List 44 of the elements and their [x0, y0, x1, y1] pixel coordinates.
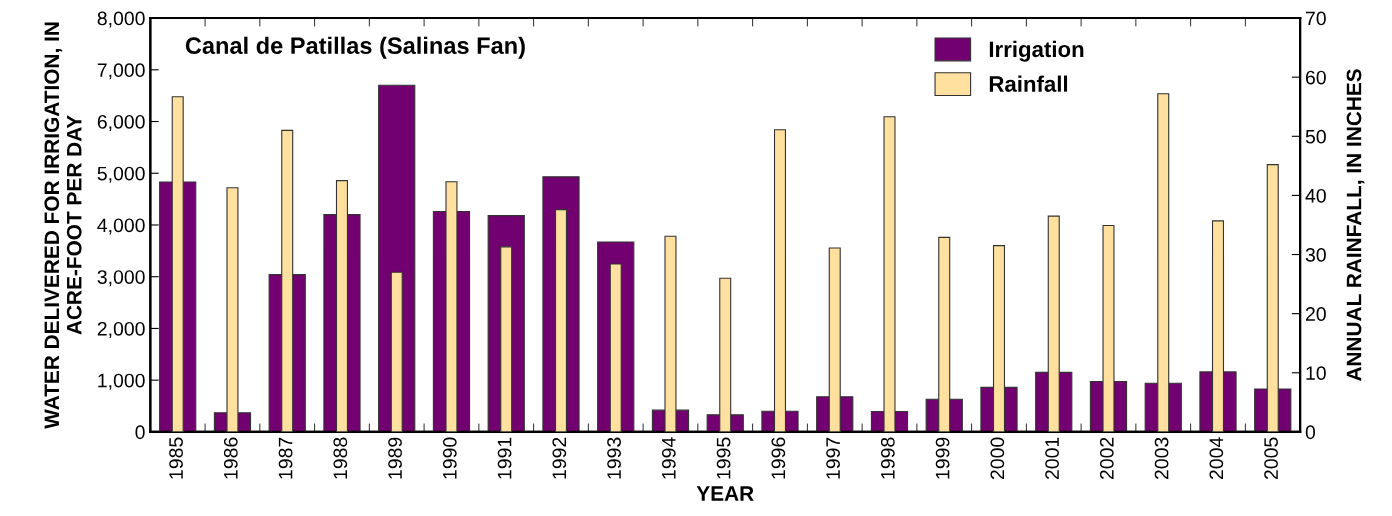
legend-label: Rainfall — [989, 75, 1068, 92]
x-axis-title: YEAR — [696, 486, 754, 501]
y-tick-label: 5,000 — [97, 166, 145, 183]
x-tick-label: 1992 — [552, 437, 567, 479]
x-tick-label: 2002 — [1099, 437, 1114, 480]
x-tick-label: 1989 — [388, 437, 402, 479]
x-tick-label: 1990 — [442, 437, 457, 479]
y2-tick-label: 60 — [1305, 70, 1326, 85]
x-tick-label: 1998 — [880, 437, 895, 479]
x-tick-label: 2005 — [1264, 437, 1278, 480]
y-tick-label: 2,000 — [97, 321, 145, 338]
x-tick-label: 1986 — [223, 437, 238, 479]
text: Canal de Patillas (Salinas Fan) — [185, 36, 525, 59]
x-tick-label: 1987 — [278, 437, 293, 479]
x-tick-label: 2004 — [1209, 437, 1224, 480]
y2-tick-label: 20 — [1305, 307, 1326, 321]
x-tick-label: 1996 — [771, 437, 786, 479]
y2-tick-label: 30 — [1305, 248, 1326, 262]
legend-label: Irrigation — [989, 40, 1084, 62]
x-tick-label: 2000 — [990, 437, 1005, 480]
y2-tick-label: 70 — [1305, 11, 1326, 26]
y2-tick-label: 0 — [1305, 425, 1316, 440]
y-tick-label: 1,000 — [98, 373, 145, 390]
x-tick-label: 1988 — [333, 437, 348, 479]
x-tick-label: 1993 — [607, 437, 621, 479]
x-tick-label: 1985 — [169, 437, 183, 479]
x-tick-label: 1991 — [497, 437, 512, 479]
x-tick-label: 1994 — [661, 437, 676, 479]
y-axis-title: WATER DELIVERED FOR IRRIGATION, IN ACRE-FOOT PER DAY — [44, 22, 82, 429]
x-tick-label: 1997 — [826, 437, 840, 479]
x-tick-label: 2003 — [1154, 437, 1169, 480]
y-tick-label: 0 — [135, 425, 145, 440]
x-tick-label: 1995 — [716, 437, 731, 479]
y2-tick-label: 50 — [1305, 129, 1326, 144]
x-tick-label: 2001 — [1045, 437, 1059, 480]
y2-tick-label: 10 — [1306, 366, 1326, 381]
y-tick-label: 3,000 — [97, 270, 145, 287]
x-tick-label: 1999 — [935, 437, 950, 479]
y-tick-label: 6,000 — [97, 114, 145, 132]
y2-axis-title: ANNUAL RAINFALL, IN INCHES — [1346, 69, 1365, 382]
y-tick-label: 7,000 — [97, 63, 145, 80]
y-tick-label: 4,000 — [97, 218, 145, 235]
y2-tick-label: 40 — [1305, 188, 1326, 203]
y-tick-label: 8,000 — [97, 11, 145, 28]
